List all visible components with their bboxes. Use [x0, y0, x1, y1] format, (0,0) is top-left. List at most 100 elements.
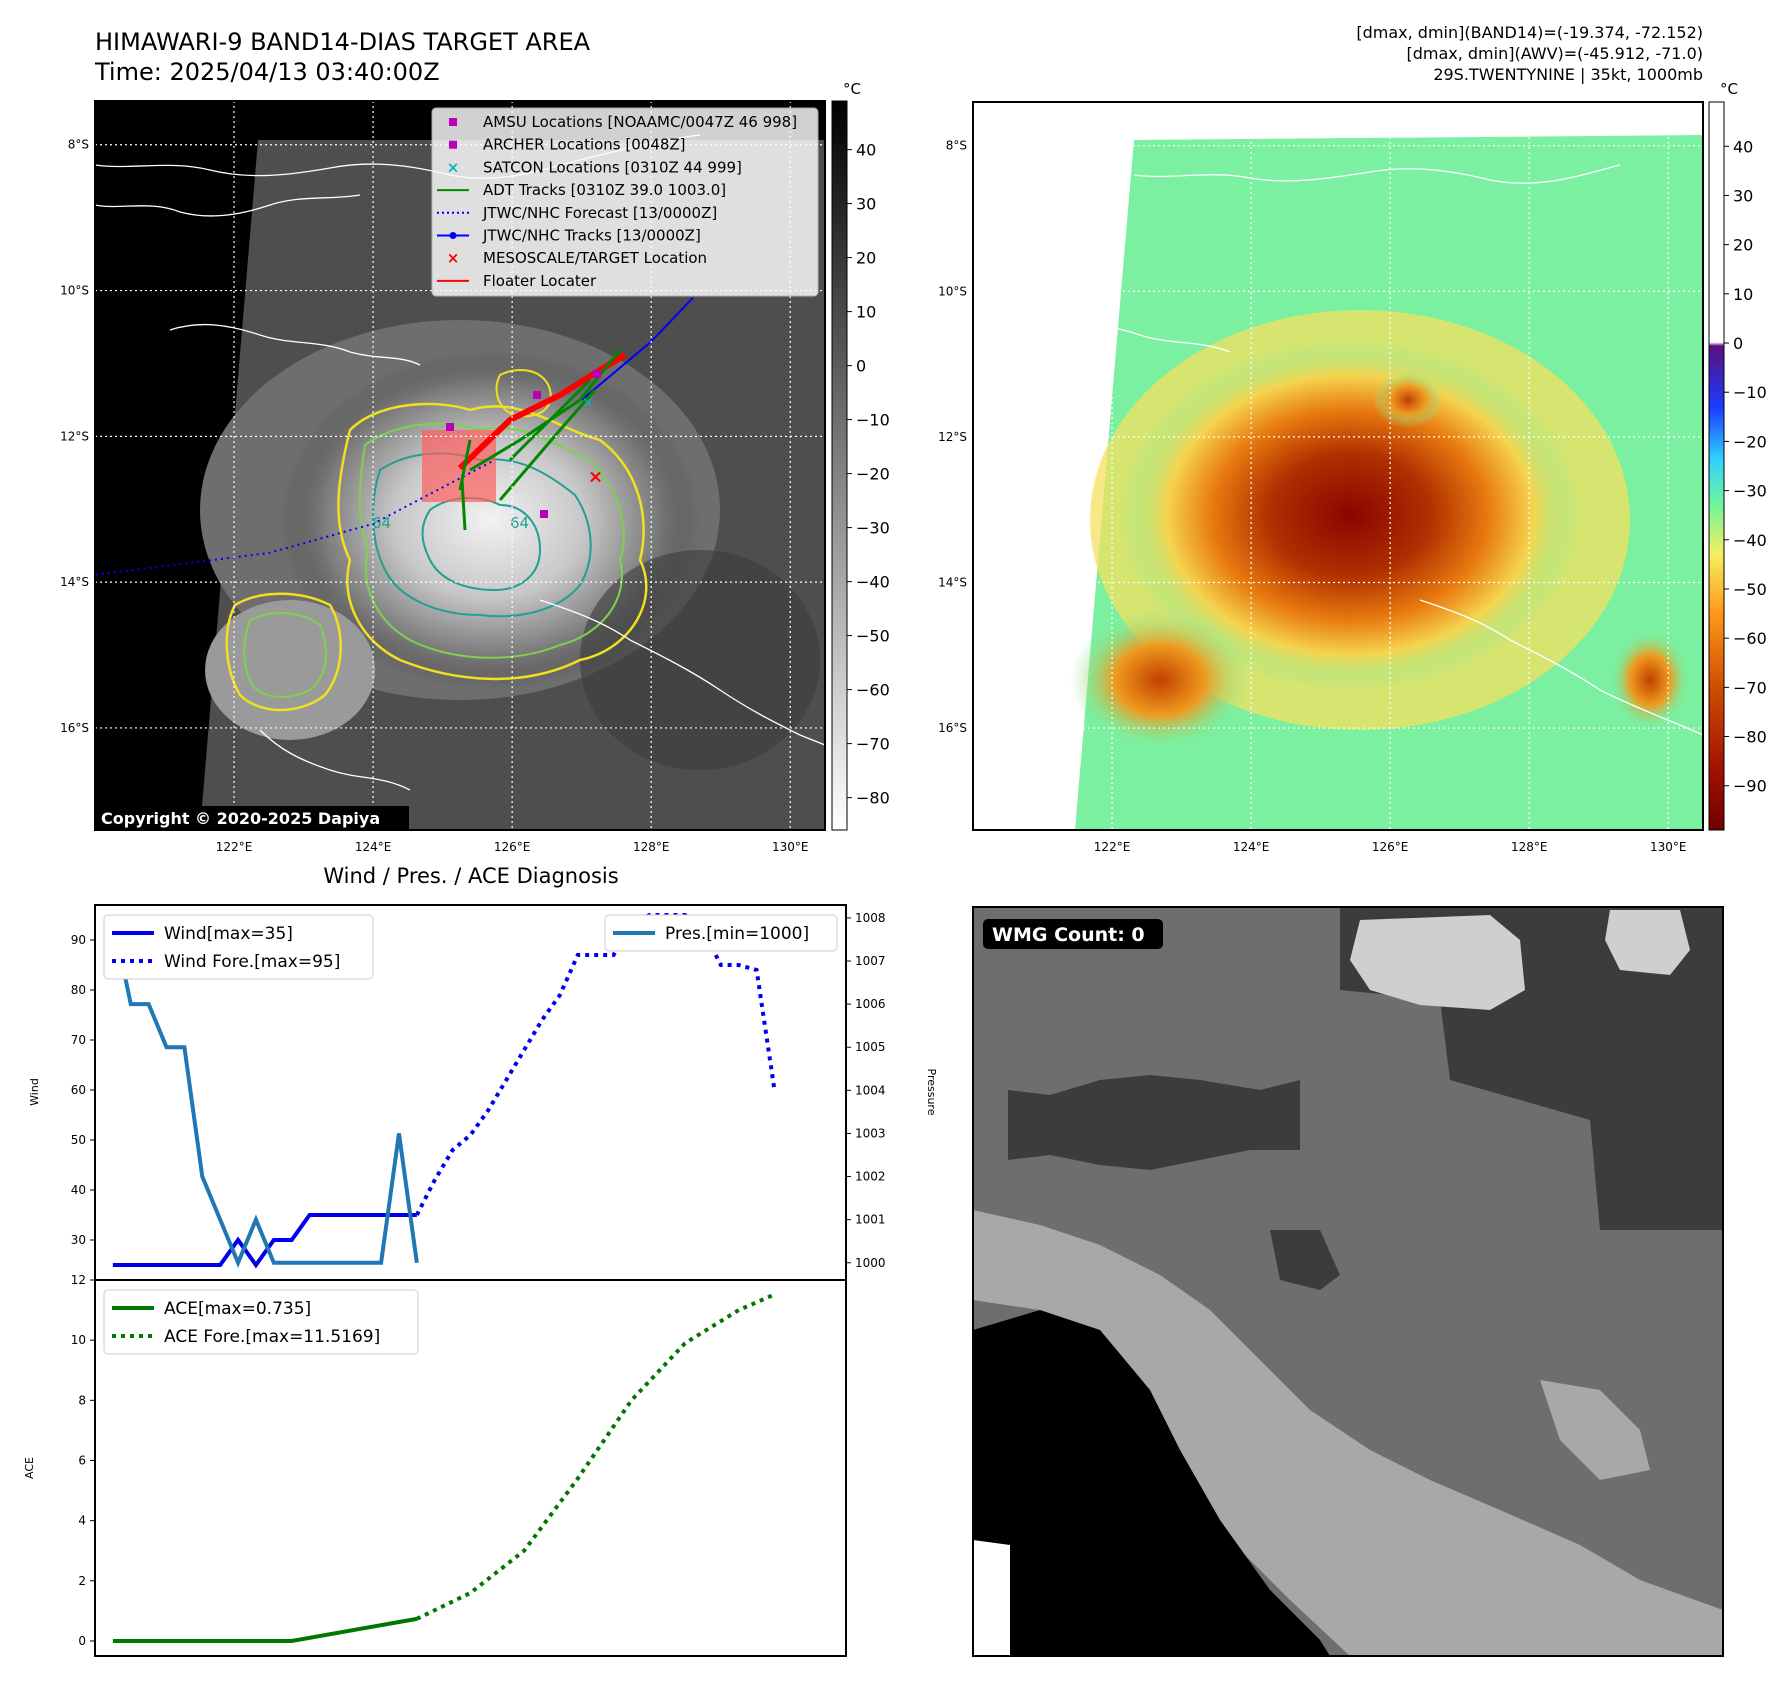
awv-colorbar-tick-label: 30 — [1733, 186, 1753, 205]
series-line-0 — [112, 1616, 418, 1643]
gray-colorbar-tick-label: −50 — [856, 627, 890, 646]
awv-colorbar-tick-label: −40 — [1733, 531, 1767, 550]
awv-lon-label: 124°E — [1233, 840, 1270, 854]
ytick-label: 40 — [71, 1183, 86, 1197]
awv-lon-label: 126°E — [1372, 840, 1409, 854]
wmg-light-east — [1540, 1380, 1650, 1480]
awv-colorbar-tick-label: 20 — [1733, 236, 1753, 255]
y2tick-label: 1005 — [855, 1040, 886, 1054]
awv-colorbar-tick-label: 0 — [1733, 334, 1743, 353]
awv-colorbar-tick-label: −50 — [1733, 580, 1767, 599]
awv-colorbar-tick-label: −70 — [1733, 678, 1767, 697]
ytick-label: 90 — [71, 933, 86, 947]
awv-gridlines — [973, 102, 1703, 830]
ytick-label: 2 — [78, 1574, 86, 1588]
legend-label: JTWC/NHC Tracks [13/0000Z] — [482, 227, 701, 245]
target-marker: × — [588, 466, 603, 487]
awv-colorbar-tick-label: −20 — [1733, 432, 1767, 451]
awv-lon-labels: 122°E 124°E 126°E 128°E 130°E — [1094, 840, 1687, 854]
legend-marker-dot — [449, 232, 457, 239]
coastline-australia — [539, 599, 825, 746]
ytick-label: 60 — [71, 1083, 86, 1097]
awv-lat-label: 8°S — [946, 139, 967, 153]
map-lat-labels: 8°S 10°S 12°S 14°S 16°S — [60, 138, 89, 735]
wmg-black-sw — [973, 1310, 1330, 1656]
diag-title: Wind / Pres. / ACE Diagnosis — [323, 864, 618, 888]
awv-core — [1120, 340, 1580, 690]
wind-ylabel: Wind — [28, 1078, 41, 1106]
chart-legend-label: Wind Fore.[max=95] — [164, 952, 340, 972]
map-lat-label: 16°S — [60, 721, 89, 735]
wmg-light-ne2 — [1605, 910, 1690, 975]
satcon-marker: × — [582, 395, 594, 411]
figure-title: HIMAWARI-9 BAND14-DIAS TARGET AREA — [95, 28, 591, 56]
awv-map-panel: 122°E 124°E 126°E 128°E 130°E 8°S 10°S 12°S 14°… — [938, 101, 1704, 854]
ytick-label: 30 — [71, 1233, 86, 1247]
legend-marker-square — [449, 140, 457, 149]
legend-label: AMSU Locations [NOAAMC/0047Z 46 998] — [483, 113, 797, 131]
legend-label: JTWC/NHC Forecast [13/0000Z] — [482, 204, 717, 222]
adt-tracks-2 — [458, 439, 472, 531]
clear-area — [580, 550, 820, 770]
contour-yellow — [337, 402, 648, 681]
coastline-timor — [169, 323, 421, 366]
legend-marker-x: × — [447, 158, 460, 176]
gray-colorbar-tick-label: −70 — [856, 735, 890, 754]
ytick-label: 80 — [71, 983, 86, 997]
map-lon-label: 128°E — [633, 840, 670, 854]
map-frame — [94, 100, 826, 831]
map-lon-label: 122°E — [216, 840, 253, 854]
gray-colorbar-tick-label: −40 — [856, 573, 890, 592]
legend-label: SATCON Locations [0310Z 44 999] — [483, 158, 742, 176]
wmg-count-bg — [983, 919, 1163, 949]
map-lat-label: 14°S — [60, 575, 89, 589]
awv-frame — [972, 101, 1704, 831]
copyright-bg — [95, 806, 409, 830]
figure-time: Time: 2025/04/13 03:40:00Z — [94, 58, 440, 86]
map-lat-label: 10°S — [60, 284, 89, 298]
ytick-label: 6 — [78, 1453, 86, 1467]
y2tick-label: 1001 — [855, 1213, 886, 1227]
chart-legend-label: Pres.[min=1000] — [665, 924, 809, 944]
ace-ylabel: ACE — [23, 1457, 36, 1479]
y2tick-label: 1006 — [855, 997, 886, 1011]
awv-lon-label: 122°E — [1094, 840, 1131, 854]
awv-lon-label: 128°E — [1511, 840, 1548, 854]
gray-colorbar-tick-label: −30 — [856, 519, 890, 538]
y2tick-label: 1007 — [855, 954, 886, 968]
awv-north — [1373, 372, 1443, 428]
wmg-dark-spot — [1270, 1230, 1340, 1290]
chart-legend-box — [103, 914, 374, 980]
gray-colorbar-unit: °C — [843, 80, 861, 98]
contour-lightgreen — [358, 422, 625, 659]
awv-colorbar-tick-label: 40 — [1733, 137, 1753, 156]
adt-tracks — [469, 349, 622, 501]
awv-east — [1610, 630, 1690, 730]
y2tick-label: 1002 — [855, 1170, 886, 1184]
chart-legend-label: ACE[max=0.735] — [164, 1299, 311, 1319]
ytick-label: 8 — [78, 1393, 86, 1407]
wmg-white-corner — [973, 1540, 1010, 1656]
gray-colorbar-tick-label: 30 — [856, 195, 876, 214]
awv-lat-label: 12°S — [938, 430, 967, 444]
map-lon-label: 124°E — [355, 840, 392, 854]
gray-colorbar-tick-label: −20 — [856, 465, 890, 484]
wind-pressure-chart: 30 40 50 60 70 80 90 1000 1001 1002 1003 1004 1005 10… — [28, 904, 938, 1281]
cloud-west — [205, 600, 375, 740]
awv-colorbar-tick-label: −60 — [1733, 629, 1767, 648]
cloud-core — [280, 350, 700, 690]
chart-legend-label: ACE Fore.[max=11.5169] — [164, 1327, 380, 1347]
map-lon-labels: 122°E 124°E 126°E 128°E 130°E — [216, 840, 809, 854]
y2tick-label: 1003 — [855, 1126, 886, 1140]
gray-colorbar-tick-label: −80 — [856, 789, 890, 808]
contour-west-yellow — [225, 592, 342, 712]
y2tick-label: 1000 — [855, 1256, 886, 1270]
legend-label: Floater Locater — [483, 272, 597, 290]
contour-label-2: 64 — [510, 514, 529, 532]
map-lat-label: 12°S — [60, 429, 89, 443]
legend-label: MESOSCALE/TARGET Location — [483, 249, 707, 267]
archer-marker — [533, 391, 541, 399]
wmg-light-band — [973, 1210, 1723, 1656]
awv-colorbar-tick-label: −30 — [1733, 482, 1767, 501]
